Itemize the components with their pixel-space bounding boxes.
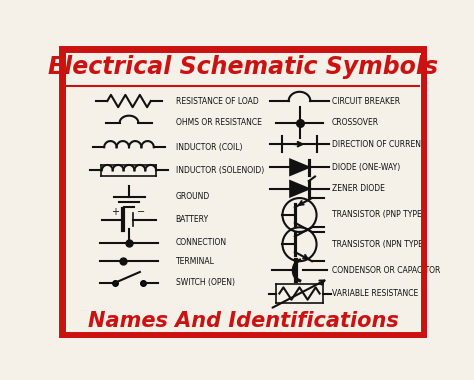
Text: TERMINAL: TERMINAL bbox=[175, 257, 214, 266]
Text: TRANSISTOR (NPN TYPE): TRANSISTOR (NPN TYPE) bbox=[332, 240, 426, 249]
Text: SWITCH (OPEN): SWITCH (OPEN) bbox=[175, 278, 235, 287]
Text: −: − bbox=[137, 207, 145, 217]
Text: OHMS OR RESISTANCE: OHMS OR RESISTANCE bbox=[175, 118, 261, 127]
Text: +: + bbox=[111, 207, 119, 217]
Text: GROUND: GROUND bbox=[175, 192, 210, 201]
Text: BATTERY: BATTERY bbox=[175, 215, 209, 224]
Text: Names And Identifications: Names And Identifications bbox=[88, 311, 398, 331]
Text: RESISTANCE OF LOAD: RESISTANCE OF LOAD bbox=[175, 97, 258, 106]
Text: TRANSISTOR (PNP TYPE): TRANSISTOR (PNP TYPE) bbox=[332, 211, 425, 220]
Text: Electrical Schematic Symbols: Electrical Schematic Symbols bbox=[48, 55, 438, 79]
Text: VARIABLE RESISTANCE: VARIABLE RESISTANCE bbox=[332, 289, 418, 298]
Text: DIODE (ONE-WAY): DIODE (ONE-WAY) bbox=[332, 163, 401, 172]
Text: INDUCTOR (COIL): INDUCTOR (COIL) bbox=[175, 143, 242, 152]
Text: INDUCTOR (SOLENOID): INDUCTOR (SOLENOID) bbox=[175, 166, 264, 175]
Text: ZENER DIODE: ZENER DIODE bbox=[332, 184, 385, 193]
Text: CROSSOVER: CROSSOVER bbox=[332, 118, 379, 127]
Text: CONDENSOR OR CAPACITOR: CONDENSOR OR CAPACITOR bbox=[332, 266, 440, 275]
Text: CONNECTION: CONNECTION bbox=[175, 238, 227, 247]
Text: CIRCUIT BREAKER: CIRCUIT BREAKER bbox=[332, 97, 400, 106]
Text: DIRECTION OF CURRENT: DIRECTION OF CURRENT bbox=[332, 140, 426, 149]
Polygon shape bbox=[290, 181, 309, 196]
Polygon shape bbox=[290, 160, 309, 175]
